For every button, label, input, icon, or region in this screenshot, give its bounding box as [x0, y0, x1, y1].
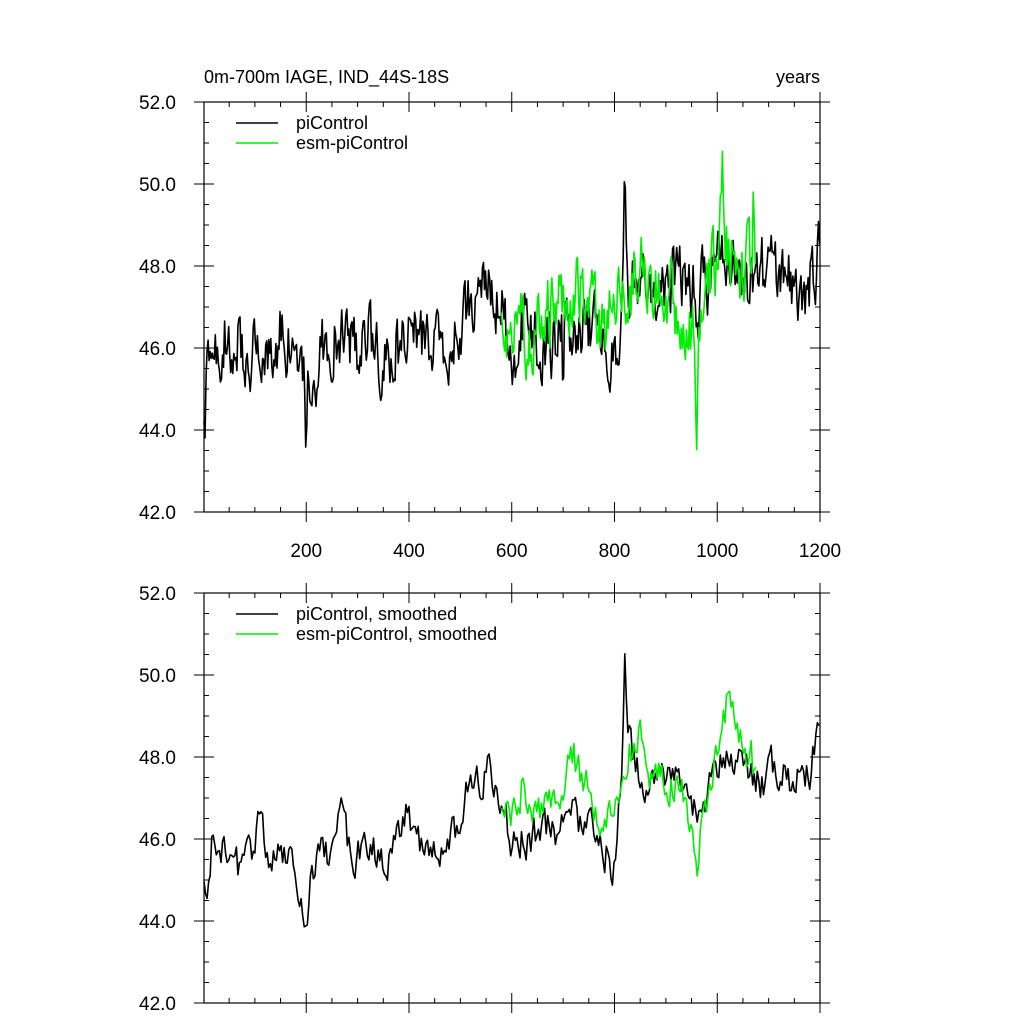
y-tick-label: 50.0: [139, 175, 176, 196]
y-tick-label: 52.0: [139, 584, 176, 605]
plot-frame: [203, 101, 821, 513]
y-tick-label: 46.0: [139, 339, 176, 360]
series-layer: [203, 653, 820, 928]
axis-layer: 200 400 600 800 1000 1200 42.0 44.0 46.0 48.0 50.0…: [139, 92, 841, 562]
y-tick-label: 44.0: [139, 912, 176, 933]
series-layer: [203, 150, 821, 451]
y-tick-label: 48.0: [139, 257, 176, 278]
x-tick-label: 600: [496, 541, 528, 562]
top-panel: 0m-700m IAGE, IND_44S-18S years 200 400 60…: [139, 67, 841, 562]
panel-title: 0m-700m IAGE, IND_44S-18S: [204, 67, 449, 88]
y-tick-label: 46.0: [139, 830, 176, 851]
axis-layer: 42.0 44.0 46.0 48.0 50.0 52.0: [139, 583, 830, 1015]
legend-label-esm-picontrol-smoothed: esm-piControl, smoothed: [296, 624, 497, 644]
x-tick-label: 400: [393, 541, 425, 562]
x-tick-label: 1200: [799, 541, 841, 562]
units-label: years: [776, 67, 820, 87]
legend-label-esm-picontrol: esm-piControl: [296, 133, 408, 153]
series-line-picontrol: [203, 181, 821, 448]
series-line-picontrol-smoothed: [203, 653, 820, 928]
x-tick-label: 200: [290, 541, 322, 562]
y-tick-label: 48.0: [139, 748, 176, 769]
series-line-esm-picontrol: [500, 150, 757, 451]
series-line-esm-picontrol-smoothed: [500, 690, 757, 877]
plot-frame: [203, 592, 821, 1004]
y-tick-label: 42.0: [139, 503, 176, 524]
y-tick-label: 52.0: [139, 93, 176, 114]
legend: piControl, smoothed esm-piControl, smoot…: [236, 604, 497, 644]
y-tick-label: 42.0: [139, 994, 176, 1015]
legend-label-picontrol-smoothed: piControl, smoothed: [296, 604, 457, 624]
y-tick-label: 44.0: [139, 421, 176, 442]
y-tick-label: 50.0: [139, 666, 176, 687]
legend: piControl esm-piControl: [236, 113, 408, 153]
bottom-panel: 42.0 44.0 46.0 48.0 50.0 52.0 piControl, smoo…: [139, 583, 830, 1015]
x-tick-label: 800: [599, 541, 631, 562]
x-tick-label: 1000: [696, 541, 738, 562]
legend-label-picontrol: piControl: [296, 113, 368, 133]
